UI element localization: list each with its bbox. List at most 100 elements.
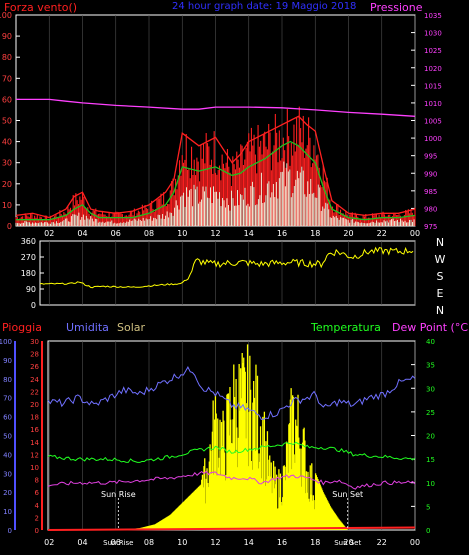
humidity-label: Umidita (66, 321, 109, 334)
chart1-right-tick-label: 1015 (424, 82, 442, 90)
solar-label: Solar (117, 321, 146, 334)
chart1-right-tick-label: 1005 (424, 118, 442, 126)
compass-label: W (435, 253, 446, 266)
chart2-left-tick-label: 180 (21, 269, 36, 278)
pressure-axis-label: Pressione (370, 1, 423, 14)
humidity-tick-label: 50 (3, 433, 12, 441)
dewpoint-series-line (47, 470, 416, 490)
humidity-tick-label: 10 (3, 508, 12, 516)
rain-tick-label: 14 (30, 439, 39, 447)
chart1-x-tick-label: 22 (377, 229, 387, 238)
chart2-left-tick-label: 90 (26, 285, 36, 294)
chart1-x-tick-label: 10 (177, 229, 187, 238)
chart3-x-tick-label: 08 (144, 538, 154, 547)
chart1-x-tick-label: 08 (144, 229, 154, 238)
chart1-right-tick-label: 1010 (424, 100, 442, 108)
chart1-x-tick-label: 06 (111, 229, 121, 238)
chart2-left-tick-label: 270 (21, 253, 36, 262)
chart1-right-tick-label: 980 (424, 205, 437, 213)
chart1-right-tick-label: 995 (424, 153, 437, 161)
chart1-right-tick-label: 1030 (424, 30, 442, 38)
chart1-left-tick-label: 20 (2, 180, 12, 189)
direction-series-line (39, 246, 414, 289)
chart1-right-tick-label: 1020 (424, 65, 442, 73)
chart1-x-tick-label: 14 (244, 229, 254, 238)
temperature-tick-label: 0 (426, 527, 430, 535)
chart1-x-tick-label: 12 (210, 229, 220, 238)
compass-label: E (437, 287, 444, 300)
humidity-tick-label: 0 (8, 527, 12, 535)
sun-event-label: Sun Set (332, 490, 363, 499)
chart3-x-tick-label: 16 (277, 538, 287, 547)
gust-series-line (15, 115, 416, 219)
chart3-x-tick-label: 00 (410, 538, 420, 547)
chart1-left-tick-label: 90 (2, 32, 12, 41)
chart1-left-tick-label: 0 (7, 222, 12, 231)
chart1-x-tick-label: 00 (410, 229, 420, 238)
chart2-frame (39, 240, 416, 306)
rain-label: Pioggia (2, 321, 42, 334)
rain-tick-label: 10 (30, 464, 39, 472)
chart1-x-tick-label: 02 (44, 229, 54, 238)
temperature-tick-label: 10 (426, 480, 435, 488)
chart1-x-tick-label: 04 (77, 229, 87, 238)
dewpoint-label: Dew Point (°C) (392, 321, 469, 334)
temperature-tick-label: 25 (426, 409, 435, 417)
chart3-x-tick-label: 02 (44, 538, 54, 547)
compass-label: N (436, 236, 444, 249)
sun-event-axis-label: Sun Rise (103, 539, 133, 547)
humidity-tick-label: 40 (3, 451, 12, 459)
chart3-x-tick-label: 06 (111, 538, 121, 547)
chart1-right-tick-label: 990 (424, 170, 437, 178)
chart1-left-tick-label: 30 (2, 159, 12, 168)
rain-tick-label: 16 (30, 426, 39, 434)
chart1-left-tick-label: 50 (2, 117, 12, 126)
chart1-x-tick-label: 20 (343, 229, 353, 238)
chart3-x-tick-label: 10 (177, 538, 187, 547)
humidity-series-line (47, 366, 416, 420)
rain-tick-label: 18 (30, 414, 39, 422)
compass-label: N (436, 304, 444, 317)
wind-series-line (16, 140, 416, 221)
chart1-x-tick-label: 16 (277, 229, 287, 238)
temperature-tick-label: 20 (426, 433, 435, 441)
chart1-left-tick-label: 60 (2, 95, 12, 104)
humidity-tick-label: 30 (3, 470, 12, 478)
chart3-x-tick-label: 04 (77, 538, 87, 547)
rain-tick-label: 0 (35, 527, 39, 535)
temperature-tick-label: 15 (426, 456, 435, 464)
rain-tick-label: 30 (30, 338, 39, 346)
chart2-left-tick-label: 360 (21, 237, 36, 246)
chart2-left-tick-label: 0 (31, 301, 36, 310)
temperature-tick-label: 5 (426, 503, 430, 511)
temperature-tick-label: 40 (426, 338, 435, 346)
rain-series-line (47, 526, 416, 531)
chart3-x-tick-label: 20 (343, 538, 353, 547)
wind-axis-label: Forza vento() (4, 1, 77, 14)
rain-tick-label: 26 (30, 363, 39, 371)
humidity-tick-label: 20 (3, 489, 12, 497)
humidity-tick-label: 90 (3, 357, 12, 365)
chart3-x-tick-label: 18 (310, 538, 320, 547)
pressure-series-line (16, 98, 416, 117)
temperature-label: Temperatura (310, 321, 381, 334)
chart1-left-tick-label: 100 (0, 11, 12, 20)
chart1-left-tick-label: 70 (2, 74, 12, 83)
humidity-tick-label: 100 (0, 338, 12, 346)
chart1-right-tick-label: 975 (424, 223, 437, 231)
temperature-series-line (47, 441, 416, 463)
sun-event-label: Sun Rise (101, 490, 136, 499)
humidity-tick-label: 80 (3, 376, 12, 384)
chart1-left-tick-label: 10 (2, 201, 12, 210)
humidity-tick-label: 70 (3, 395, 12, 403)
humidity-tick-label: 60 (3, 414, 12, 422)
chart1-right-tick-label: 1000 (424, 135, 442, 143)
rain-tick-label: 22 (30, 388, 39, 396)
chart-title: 24 hour graph date: 19 Maggio 2018 (172, 1, 356, 12)
chart3-x-tick-label: 12 (210, 538, 220, 547)
sun-event-axis-label: Sun Set (334, 539, 361, 547)
temperature-tick-label: 30 (426, 385, 435, 393)
chart1-left-tick-label: 40 (2, 138, 12, 147)
temperature-tick-label: 35 (426, 362, 435, 370)
